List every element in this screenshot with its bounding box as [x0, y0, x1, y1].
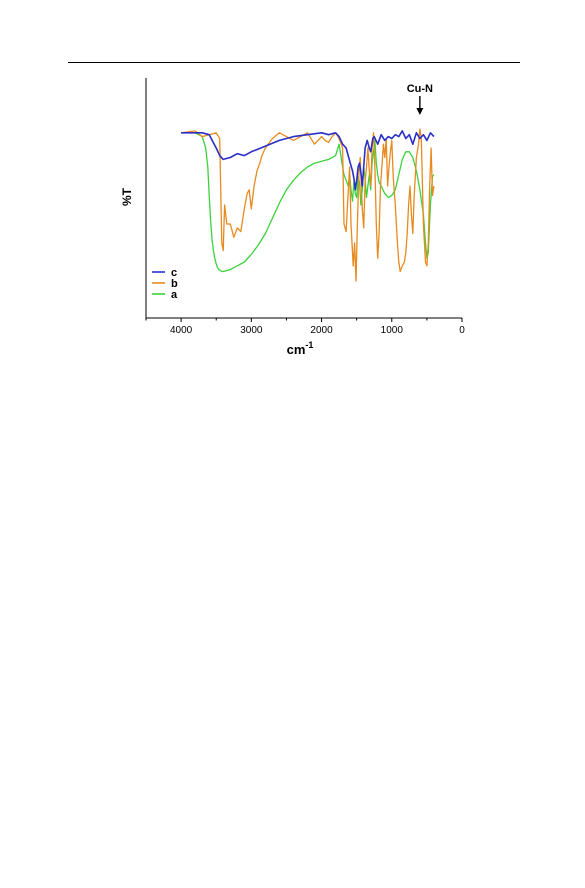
- annotation: Cu-N: [407, 83, 433, 115]
- legend: cba: [152, 267, 178, 301]
- x-tick-label: 1000: [381, 325, 404, 336]
- annotation-label: Cu-N: [407, 83, 433, 95]
- x-axis-title-unit: cm: [287, 342, 306, 357]
- legend-label-c: c: [171, 267, 177, 279]
- x-tick-label: 3000: [240, 325, 263, 336]
- series-layer: [181, 128, 435, 282]
- annotation-arrow-head: [416, 108, 424, 115]
- x-tick-label: 2000: [310, 325, 333, 336]
- series-line-c: [181, 130, 435, 191]
- x-axis-ticks: 4000 3000 2000 1000 0: [145, 318, 465, 336]
- chart-axes: [145, 78, 462, 319]
- x-axis-title: cm-1: [287, 340, 314, 357]
- x-axis-title-superscript: -1: [305, 340, 313, 350]
- x-tick-label: 4000: [170, 325, 193, 336]
- x-tick-label: 0: [459, 325, 465, 336]
- header-rule: [68, 62, 520, 63]
- legend-label-b: b: [171, 278, 178, 290]
- legend-label-a: a: [171, 289, 178, 301]
- y-axis-title: %T: [120, 187, 134, 206]
- series-line-b: [181, 128, 435, 282]
